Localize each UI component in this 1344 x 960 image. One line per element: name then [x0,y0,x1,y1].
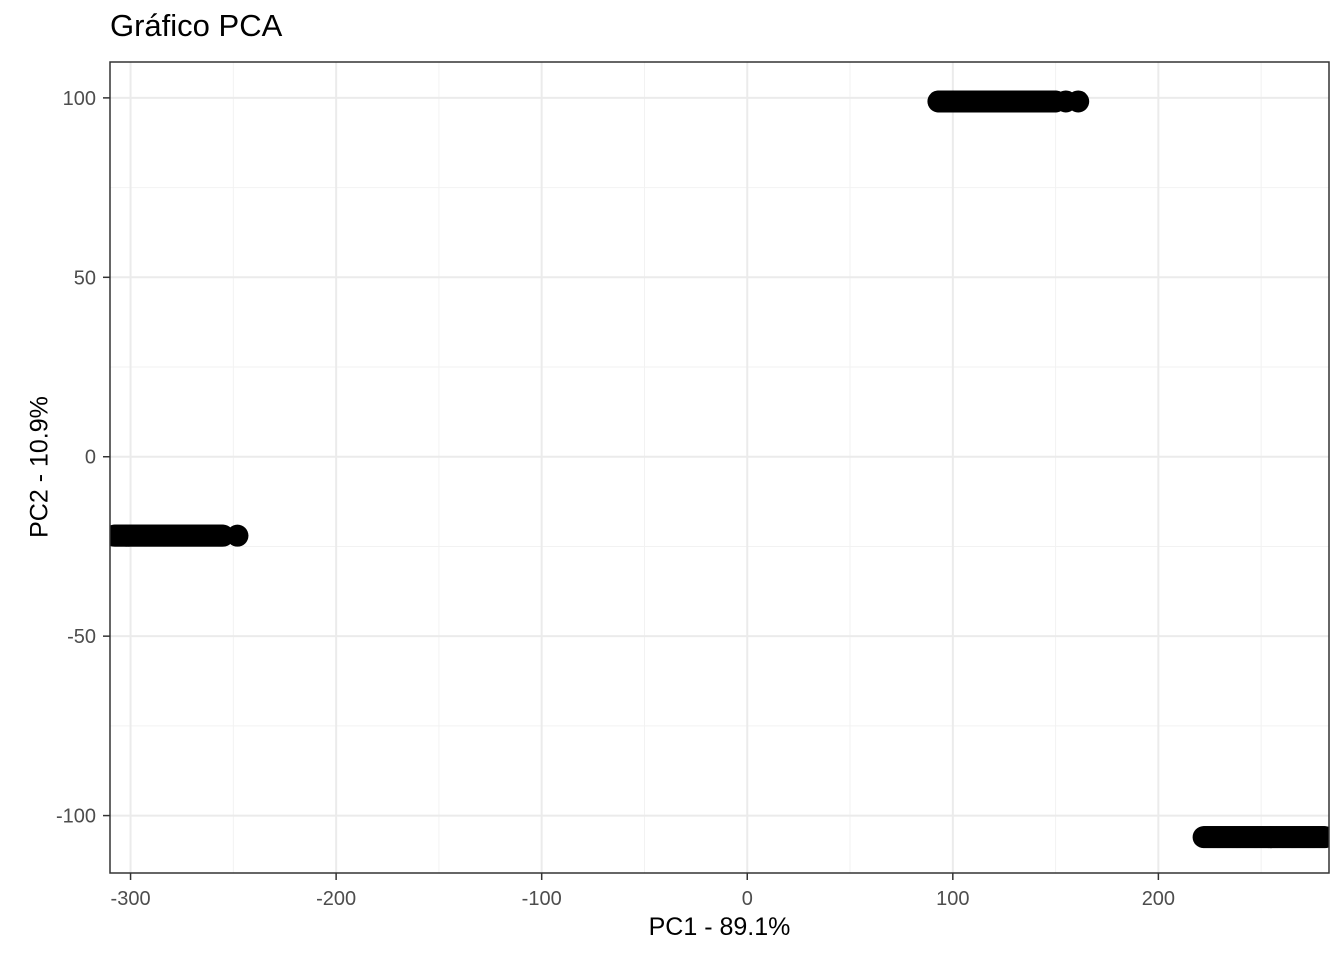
y-tick-label: 50 [74,267,96,289]
y-tick-label: 0 [85,447,96,469]
panel-border [109,61,1330,874]
x-tick-label: -200 [316,888,356,910]
y-axis-label: PC2 - 10.9% [25,396,54,538]
x-tick-label: 100 [936,888,969,910]
data-point [1313,826,1329,849]
chart-title: Gráfico PCA [110,8,283,43]
data-points [110,90,1329,849]
x-axis-label: PC1 - 89.1% [648,913,791,941]
y-tick-label: -50 [67,626,96,648]
x-tick-label: 0 [742,888,753,910]
x-tick-label: -300 [111,888,151,910]
data-point [1067,90,1090,113]
data-point [226,524,249,547]
y-tick-label: -100 [56,806,96,828]
x-tick-label: -100 [522,888,562,910]
y-tick-label: 100 [63,88,96,110]
x-tick-label: 200 [1142,888,1175,910]
